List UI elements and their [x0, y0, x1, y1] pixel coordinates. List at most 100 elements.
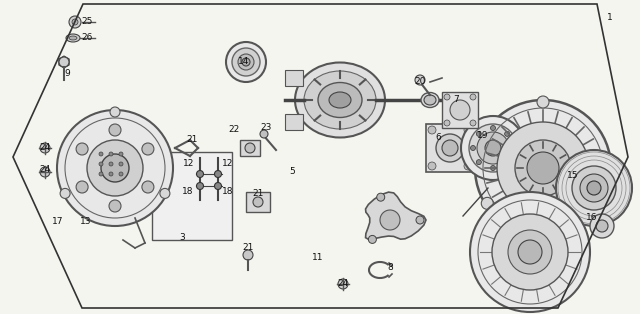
Text: 25: 25 — [81, 18, 93, 26]
Circle shape — [226, 42, 266, 82]
Text: 26: 26 — [81, 34, 93, 42]
Circle shape — [119, 152, 123, 156]
Bar — [442, 92, 478, 128]
Circle shape — [196, 182, 204, 190]
Circle shape — [476, 131, 481, 136]
Bar — [285, 114, 303, 130]
Circle shape — [109, 124, 121, 136]
Circle shape — [527, 152, 559, 184]
Text: 16: 16 — [586, 214, 598, 223]
Circle shape — [415, 75, 425, 85]
Text: 11: 11 — [312, 253, 324, 263]
Circle shape — [477, 132, 509, 164]
Circle shape — [442, 140, 458, 156]
Polygon shape — [365, 192, 426, 239]
Circle shape — [40, 143, 50, 153]
Circle shape — [260, 130, 268, 138]
Circle shape — [470, 120, 476, 126]
Circle shape — [119, 172, 123, 176]
Text: 9: 9 — [64, 69, 70, 78]
Ellipse shape — [295, 62, 385, 138]
Circle shape — [590, 214, 614, 238]
Circle shape — [101, 154, 129, 182]
Circle shape — [515, 140, 571, 196]
Circle shape — [76, 143, 88, 155]
Circle shape — [450, 100, 470, 120]
Circle shape — [475, 100, 611, 236]
Polygon shape — [59, 56, 69, 68]
Circle shape — [476, 160, 481, 165]
Circle shape — [428, 162, 436, 170]
Circle shape — [253, 197, 263, 207]
Circle shape — [587, 181, 601, 195]
Circle shape — [232, 48, 260, 76]
Bar — [426, 124, 474, 172]
Circle shape — [537, 96, 549, 108]
Circle shape — [99, 152, 103, 156]
Ellipse shape — [304, 71, 376, 129]
Circle shape — [596, 220, 608, 232]
Circle shape — [87, 140, 143, 196]
Circle shape — [196, 171, 204, 177]
Circle shape — [593, 198, 605, 209]
Circle shape — [60, 188, 70, 198]
Circle shape — [492, 214, 568, 290]
Ellipse shape — [329, 92, 351, 108]
Circle shape — [57, 110, 173, 226]
Circle shape — [461, 116, 525, 180]
Text: 21: 21 — [243, 243, 253, 252]
Ellipse shape — [318, 83, 362, 117]
Circle shape — [109, 200, 121, 212]
Circle shape — [556, 150, 632, 226]
Circle shape — [470, 145, 476, 150]
Text: 1: 1 — [607, 14, 613, 23]
Circle shape — [110, 107, 120, 117]
Circle shape — [369, 236, 376, 243]
Circle shape — [109, 152, 113, 156]
Circle shape — [481, 198, 493, 209]
Circle shape — [214, 182, 221, 190]
Circle shape — [59, 57, 69, 67]
Circle shape — [485, 140, 501, 156]
Circle shape — [72, 19, 78, 25]
Circle shape — [444, 94, 450, 100]
Text: 5: 5 — [289, 167, 295, 176]
Circle shape — [99, 172, 103, 176]
Circle shape — [243, 250, 253, 260]
Text: 20: 20 — [414, 78, 426, 86]
Text: 24: 24 — [40, 165, 51, 175]
Circle shape — [505, 131, 509, 136]
Circle shape — [214, 171, 221, 177]
Circle shape — [109, 172, 113, 176]
Text: 12: 12 — [183, 160, 195, 169]
Circle shape — [380, 210, 400, 230]
Circle shape — [245, 143, 255, 153]
Text: 23: 23 — [260, 123, 272, 133]
Circle shape — [142, 143, 154, 155]
Text: 21: 21 — [186, 136, 198, 144]
Circle shape — [76, 181, 88, 193]
Circle shape — [444, 120, 450, 126]
Circle shape — [142, 181, 154, 193]
Text: 3: 3 — [179, 234, 185, 242]
Text: 21: 21 — [252, 190, 264, 198]
Text: 7: 7 — [453, 95, 459, 105]
Text: 18: 18 — [222, 187, 234, 197]
Circle shape — [508, 230, 552, 274]
Circle shape — [490, 165, 495, 171]
Circle shape — [160, 188, 170, 198]
Text: 22: 22 — [228, 126, 239, 134]
Circle shape — [119, 162, 123, 166]
Circle shape — [428, 126, 436, 134]
Text: 6: 6 — [435, 133, 441, 143]
Text: 24: 24 — [337, 279, 349, 289]
Circle shape — [464, 126, 472, 134]
Circle shape — [518, 240, 542, 264]
Circle shape — [109, 162, 113, 166]
Circle shape — [470, 94, 476, 100]
Circle shape — [497, 122, 589, 214]
Text: 19: 19 — [477, 132, 489, 140]
Circle shape — [490, 126, 495, 131]
Text: 15: 15 — [567, 171, 579, 181]
Text: 17: 17 — [52, 218, 64, 226]
